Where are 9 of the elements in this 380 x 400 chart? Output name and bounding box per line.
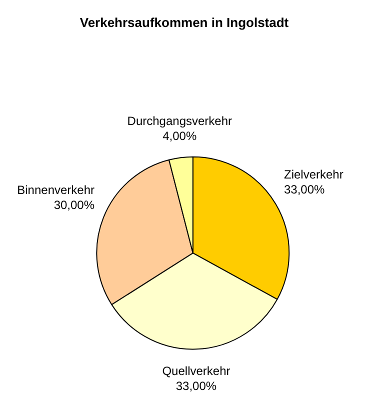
slice-label: Binnenverkehr <box>17 183 95 198</box>
slice-label: Durchgangsverkehr <box>127 114 232 128</box>
chart-title: Verkehrsaufkommen in Ingolstadt <box>80 15 290 30</box>
data-label: 33,00% <box>176 379 217 394</box>
slice-label: Quellverkehr <box>162 364 230 378</box>
data-label: 4,00% <box>162 128 197 143</box>
data-label: 33,00% <box>284 182 326 196</box>
data-label: 30,00% <box>54 198 95 212</box>
slice-label: Zielverkehr <box>284 167 344 182</box>
